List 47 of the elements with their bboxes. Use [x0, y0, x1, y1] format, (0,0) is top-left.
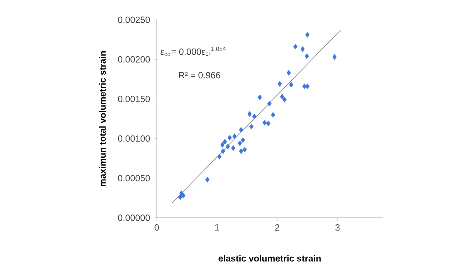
- point: [218, 154, 222, 160]
- x-tick-label: 0: [154, 224, 160, 231]
- point: [228, 135, 232, 141]
- point: [232, 134, 237, 140]
- point: [226, 144, 230, 150]
- point: [178, 194, 183, 200]
- point: [271, 112, 276, 118]
- point: [239, 148, 244, 154]
- point: [241, 138, 246, 144]
- point: [282, 97, 287, 103]
- point: [205, 177, 210, 183]
- point: [238, 140, 242, 146]
- y-tick-label: 0.00100: [118, 136, 150, 142]
- y-tick-label: 0.00250: [118, 16, 150, 24]
- point: [306, 32, 310, 38]
- point: [302, 84, 307, 90]
- point: [249, 124, 254, 130]
- point: [221, 148, 226, 154]
- point: [181, 193, 186, 199]
- x-axis-title: elastic volumetric strain: [218, 255, 321, 262]
- point: [278, 81, 282, 87]
- y-tick-label: 0.00050: [118, 175, 150, 182]
- point: [286, 70, 292, 76]
- y-tick-label: 0.00150: [118, 96, 150, 102]
- point: [268, 101, 272, 107]
- point: [304, 54, 310, 60]
- x-tick-label: 2: [275, 224, 280, 231]
- point: [280, 94, 285, 100]
- y-tick-label: 0.00200: [118, 56, 150, 63]
- point: [262, 120, 268, 126]
- x-tick-label: 1: [215, 224, 220, 231]
- y-axis-title: maximun total volumetric strain: [99, 52, 106, 186]
- x-tick-label: 3: [336, 224, 340, 231]
- y-tick-label: 0.00000: [118, 214, 150, 222]
- point: [258, 94, 262, 100]
- point: [239, 127, 244, 133]
- point: [300, 46, 305, 52]
- point: [242, 147, 248, 153]
- point: [289, 82, 294, 88]
- annotation: R² = 0.966: [179, 72, 220, 79]
- point: [222, 139, 228, 145]
- point: [306, 84, 310, 90]
- point: [252, 114, 257, 120]
- point: [231, 146, 236, 152]
- point: [293, 44, 298, 50]
- point: [266, 120, 271, 127]
- point: [220, 142, 225, 148]
